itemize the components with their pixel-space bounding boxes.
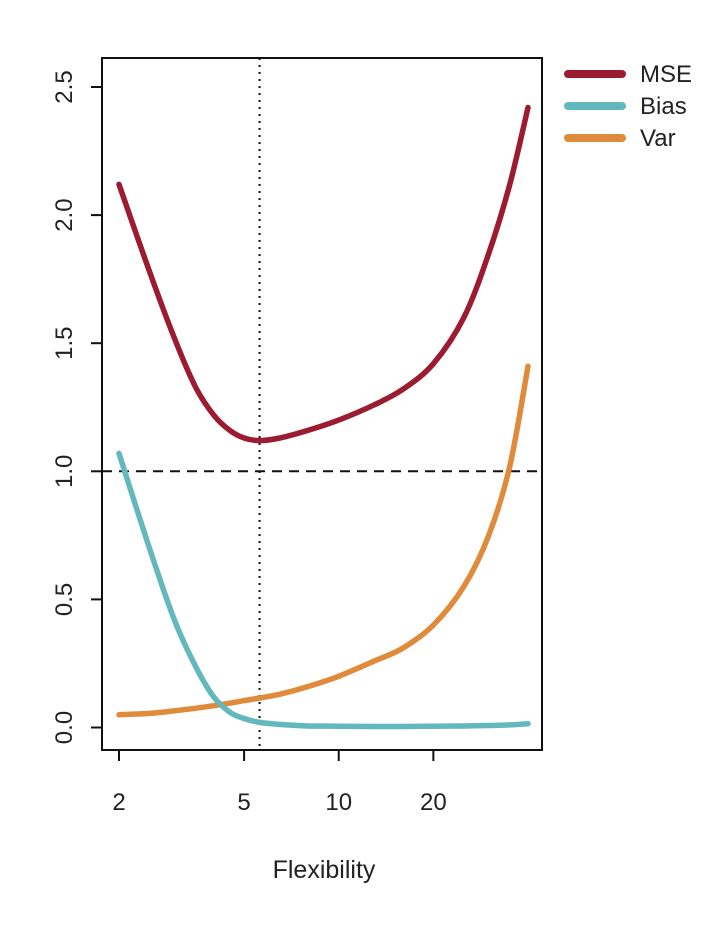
series-line-mse [116,104,531,444]
series-line-var [116,363,531,718]
x-tick-label: 20 [420,789,447,816]
legend-label-mse: MSE [640,61,692,88]
x-tick-label: 2 [112,789,125,816]
series-line-bias [116,450,531,730]
plot-content [102,58,542,750]
y-tick-label: 0.0 [51,711,78,744]
y-axis-ticks: 0.0 0.5 1.0 1.5 2.0 2.5 [51,70,102,744]
x-tick-label: 10 [325,789,352,816]
x-tick-label: 5 [237,789,250,816]
legend-label-bias: Bias [640,93,687,120]
y-tick-label: 2.5 [51,70,78,103]
x-axis-title: Flexibility [273,856,376,884]
legend-label-var: Var [640,125,676,152]
y-tick-label: 1.0 [51,455,78,488]
y-tick-label: 0.5 [51,583,78,616]
legend: MSE Bias Var [564,61,692,152]
y-tick-label: 2.0 [51,198,78,231]
y-tick-label: 1.5 [51,327,78,360]
plot-frame [101,57,543,751]
x-axis-ticks: 2 5 10 20 [112,750,447,816]
